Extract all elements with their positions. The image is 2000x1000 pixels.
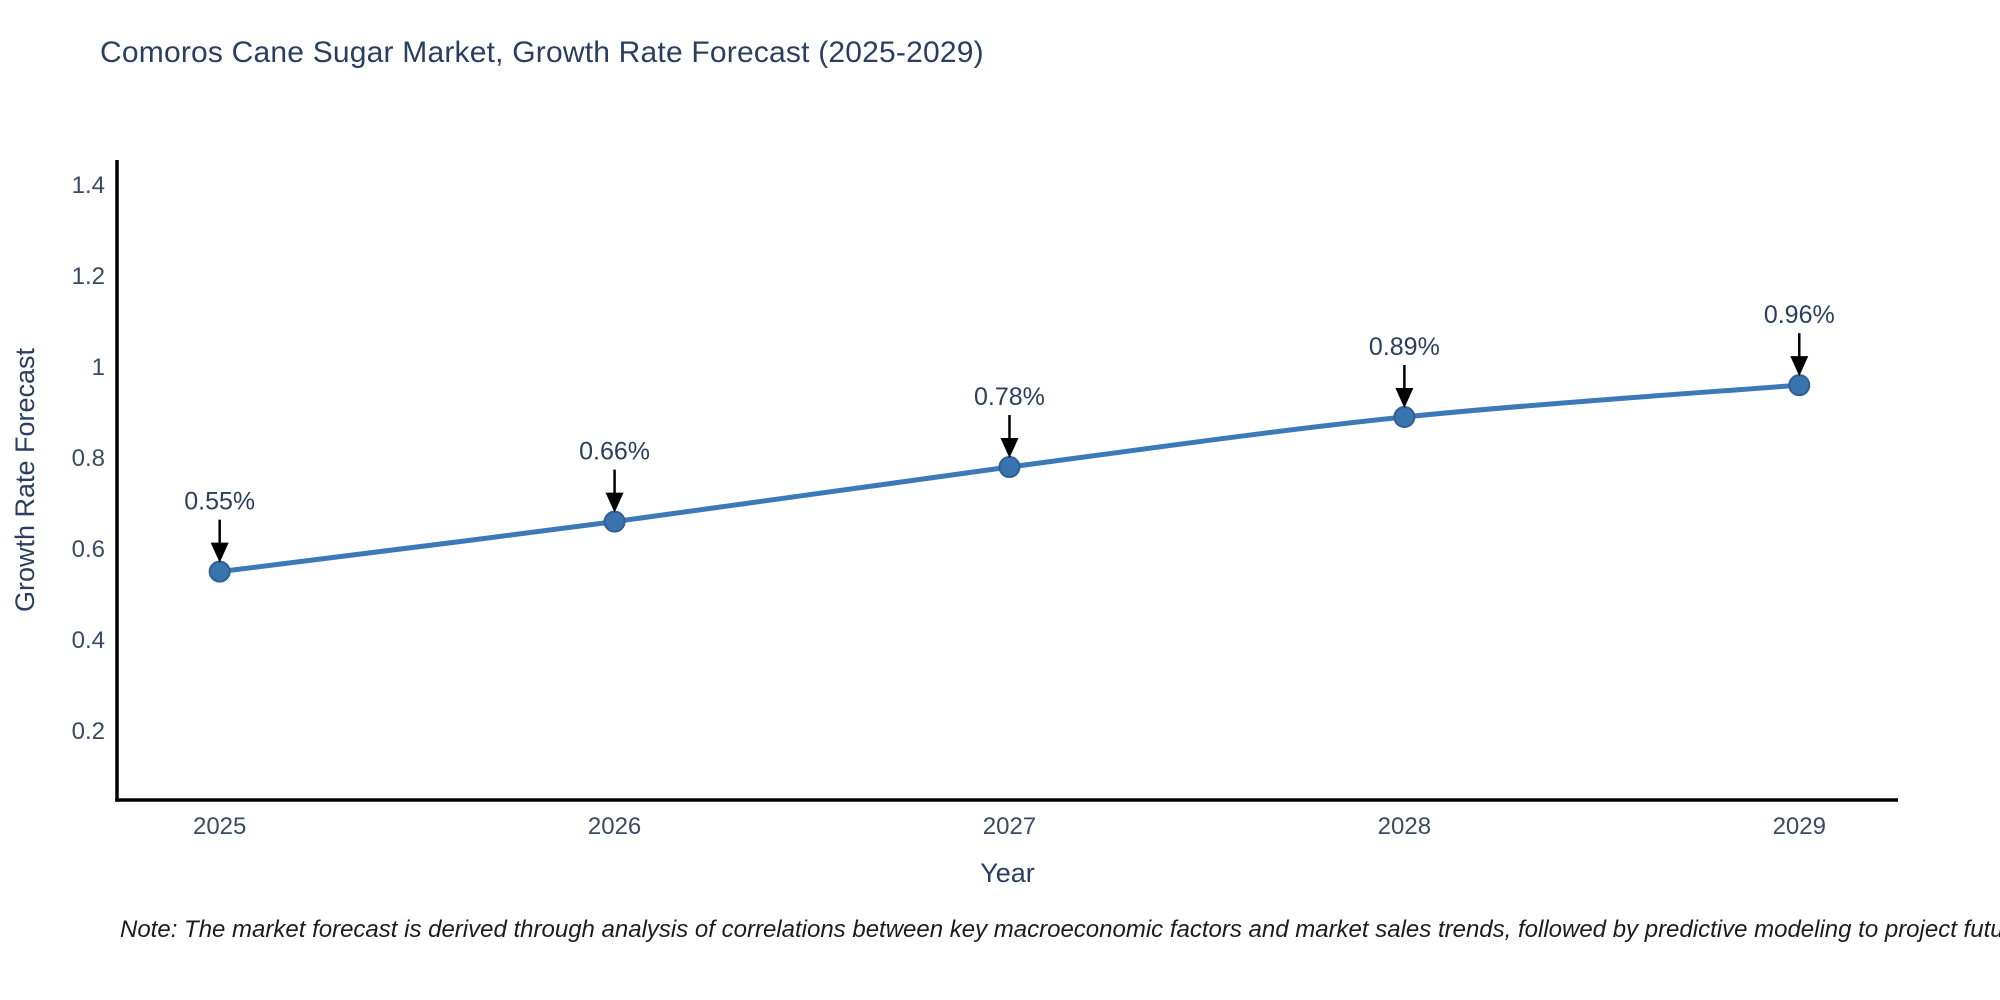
annotation-label: 0.89% (1369, 333, 1440, 361)
data-point-marker[interactable] (998, 456, 1021, 479)
annotation-arrow-head (1000, 438, 1019, 459)
annotation-arrow-head (605, 492, 624, 513)
annotation-label: 0.55% (184, 488, 255, 516)
annotation-arrow-head (210, 542, 229, 563)
x-tick-label: 2028 (1378, 813, 1431, 840)
data-point-marker[interactable] (1788, 374, 1811, 397)
y-tick-label: 1 (92, 354, 105, 381)
x-tick-label: 2027 (983, 813, 1036, 840)
x-tick-label: 2029 (1773, 813, 1826, 840)
y-axis-title: Growth Rate Forecast (10, 347, 40, 612)
y-tick-label: 0.4 (72, 627, 105, 654)
y-tick-label: 0.8 (72, 445, 105, 472)
annotation-arrow-head (1395, 388, 1414, 409)
y-tick-label: 1.2 (72, 263, 105, 290)
data-point-marker[interactable] (1393, 406, 1416, 429)
footnote: Note: The market forecast is derived thr… (120, 916, 2000, 943)
y-tick-label: 0.2 (72, 718, 105, 745)
data-point-marker[interactable] (603, 510, 626, 533)
y-tick-label: 0.6 (72, 536, 105, 563)
chart-title: Comoros Cane Sugar Market, Growth Rate F… (100, 36, 984, 69)
x-tick-label: 2026 (588, 813, 641, 840)
annotation-label: 0.78% (974, 383, 1045, 411)
x-tick-label: 2025 (193, 813, 246, 840)
data-point-marker[interactable] (208, 560, 231, 583)
x-axis-title: Year (980, 858, 1035, 888)
annotation-label: 0.96% (1764, 301, 1835, 329)
trend-line (217, 382, 1802, 575)
annotation-label: 0.66% (579, 438, 650, 466)
annotation-arrow-head (1790, 356, 1809, 377)
y-tick-label: 1.4 (72, 172, 105, 199)
